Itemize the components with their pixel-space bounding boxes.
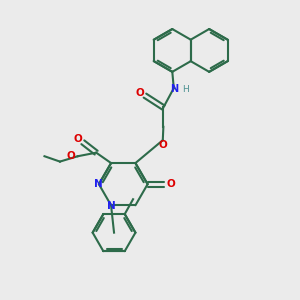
Text: O: O — [67, 151, 76, 160]
Text: O: O — [73, 134, 82, 144]
Text: O: O — [135, 88, 144, 98]
Text: N: N — [94, 178, 103, 189]
Text: O: O — [159, 140, 168, 150]
Text: H: H — [182, 85, 188, 94]
Text: N: N — [107, 201, 116, 211]
Text: O: O — [166, 179, 175, 189]
Text: N: N — [171, 84, 179, 94]
